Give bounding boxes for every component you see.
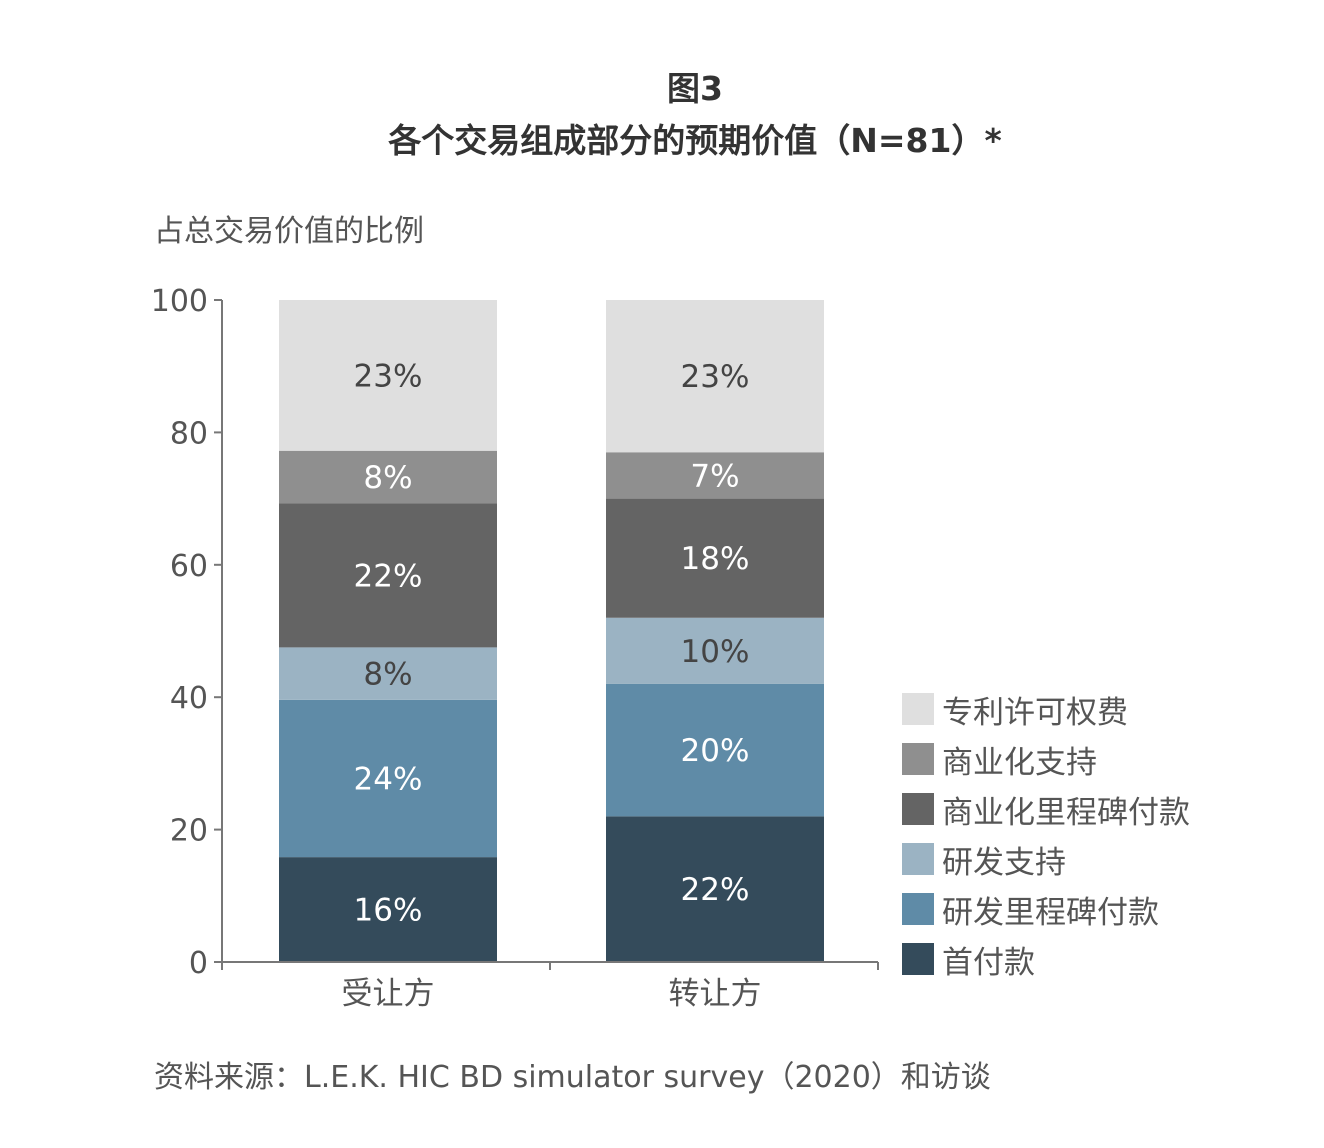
bar-value-label: 7% <box>690 458 739 494</box>
y-axis-label: 占总交易价值的比例 <box>154 214 424 249</box>
bar-segment-2-4 <box>606 498 824 618</box>
legend-label: 专利许可权费 <box>942 694 1128 731</box>
source-note: 资料来源：L.E.K. HIC BD simulator survey（2020… <box>154 1060 991 1095</box>
legend-item: 首付款 <box>902 934 1190 984</box>
bar-value-label: 23% <box>354 358 423 394</box>
bar-segment-2-1 <box>606 816 824 962</box>
legend-item: 研发支持 <box>902 834 1190 884</box>
y-tick-label: 100 <box>151 284 208 319</box>
chart-title: 各个交易组成部分的预期价值（N=81）* <box>388 121 1002 160</box>
bar-value-label: 23% <box>681 359 750 395</box>
legend-item: 商业化里程碑付款 <box>902 784 1190 834</box>
chart-legend: 专利许可权费 商业化支持商业化里程碑付款 研发支持研发里程碑付款 首付款 <box>902 684 1190 984</box>
legend-label: 研发支持 <box>942 844 1066 881</box>
y-tick-label: 20 <box>170 814 208 849</box>
legend-item: 研发里程碑付款 <box>902 884 1190 934</box>
bar-value-label: 8% <box>363 657 412 693</box>
legend-item: 商业化支持 <box>902 734 1190 784</box>
bar-segment-1-5 <box>279 450 497 504</box>
y-tick-label: 40 <box>170 681 208 716</box>
legend-label: 研发里程碑付款 <box>942 894 1159 931</box>
legend-label: 首付款 <box>942 944 1035 981</box>
legend-swatch <box>902 693 934 725</box>
bar-value-label: 22% <box>354 558 423 594</box>
bar-segment-2-5 <box>606 452 824 499</box>
legend-swatch <box>902 943 934 975</box>
bar-value-label: 20% <box>681 733 750 769</box>
bar-value-label: 24% <box>354 761 423 797</box>
bar-segment-1-3 <box>279 647 497 700</box>
bar-segment-2-2 <box>606 683 824 817</box>
bar-segment-2-6 <box>606 300 824 453</box>
bar-value-label: 8% <box>363 460 412 496</box>
bar-value-label: 10% <box>681 634 750 670</box>
bar-value-label: 22% <box>681 872 750 908</box>
bar-segment-1-6 <box>279 300 497 451</box>
figure-label: 图3 <box>667 69 723 108</box>
legend-label: 商业化支持 <box>942 744 1097 781</box>
y-tick-label: 60 <box>170 549 208 584</box>
x-category-label: 转让方 <box>669 976 762 1012</box>
bar-segment-1-4 <box>279 503 497 648</box>
legend-item: 专利许可权费 <box>902 684 1190 734</box>
y-tick-label: 0 <box>189 946 208 981</box>
legend-label: 商业化里程碑付款 <box>942 794 1190 831</box>
x-category-label: 受让方 <box>342 976 435 1012</box>
legend-swatch <box>902 793 934 825</box>
y-tick-label: 80 <box>170 416 208 451</box>
bar-segment-2-3 <box>606 617 824 684</box>
bar-segment-1-2 <box>279 699 497 858</box>
legend-swatch <box>902 743 934 775</box>
bar-segment-1-1 <box>279 857 497 962</box>
legend-swatch <box>902 843 934 875</box>
legend-swatch <box>902 893 934 925</box>
bar-value-label: 18% <box>681 541 750 577</box>
bar-value-label: 16% <box>354 893 423 929</box>
